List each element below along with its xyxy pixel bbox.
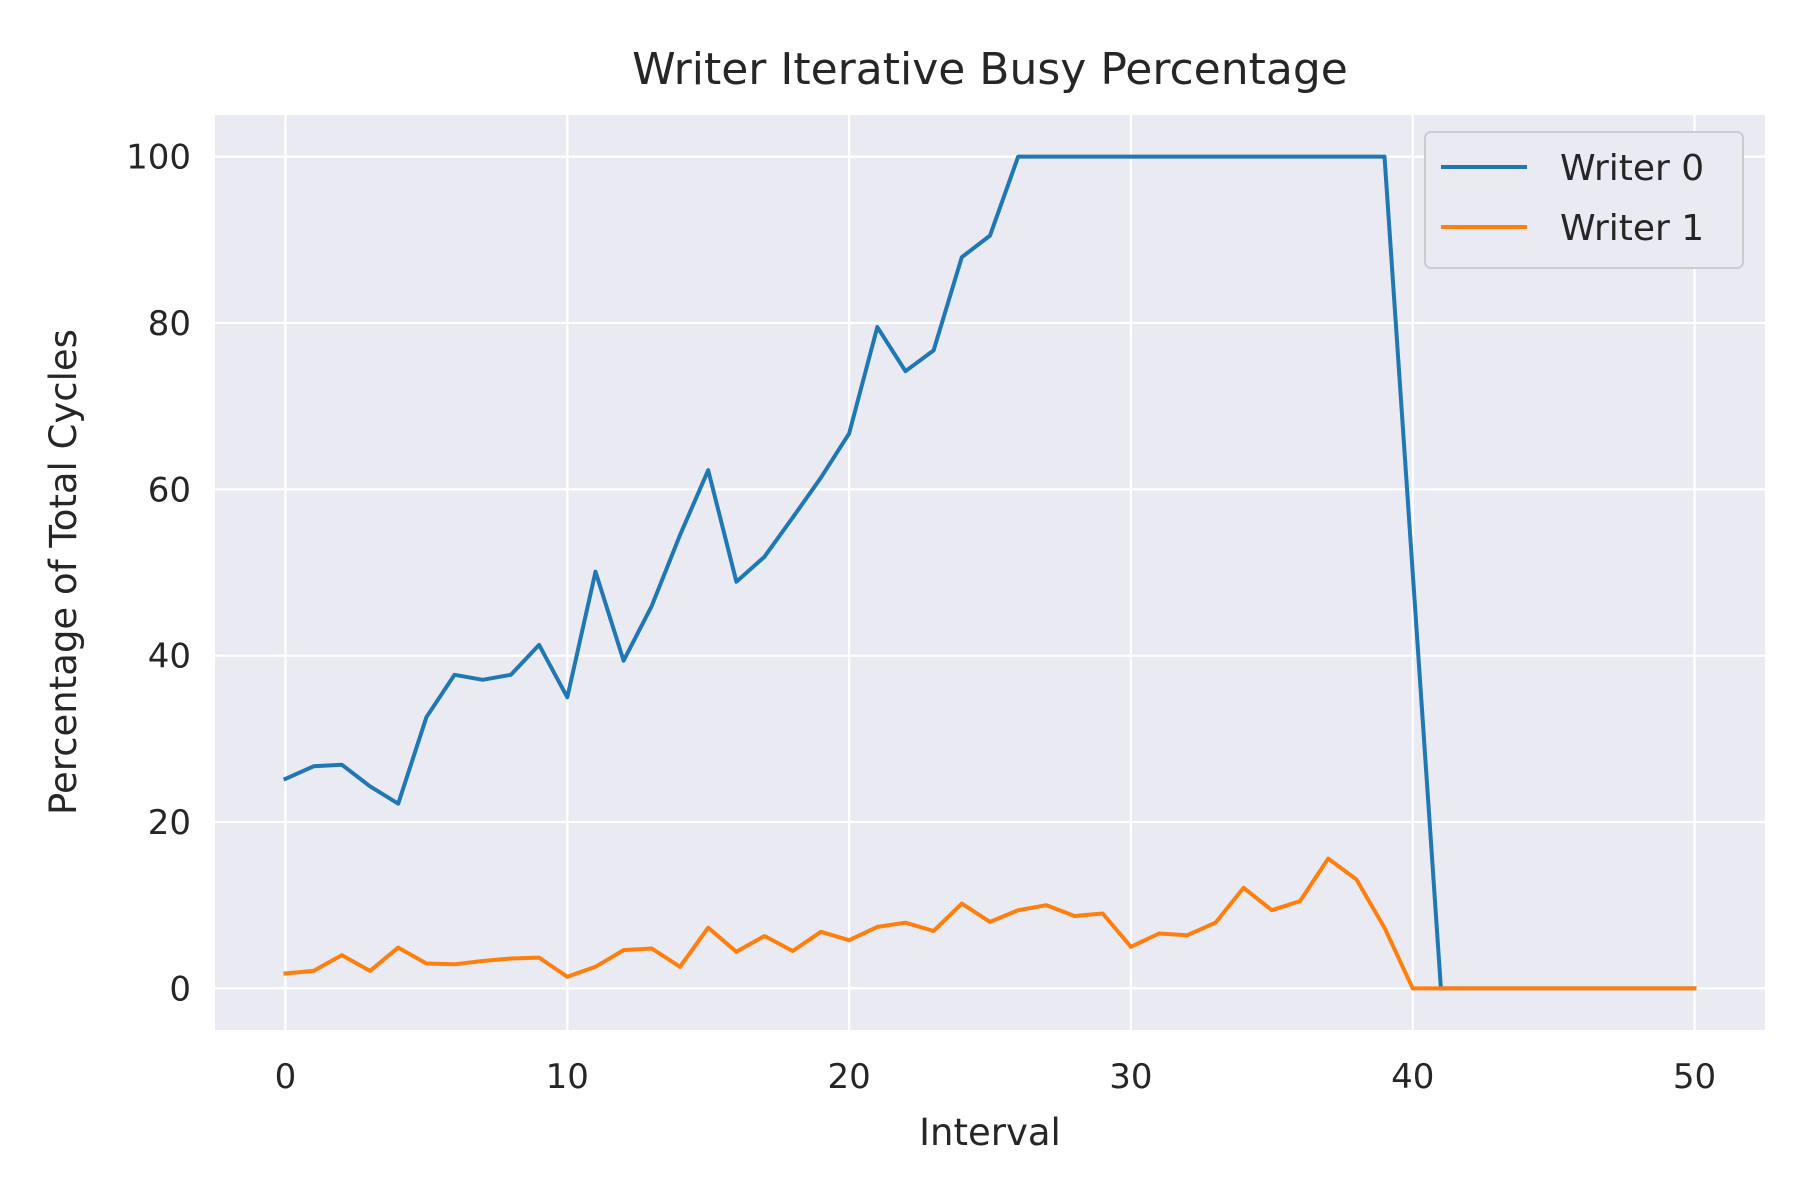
x-tick-label: 30 [1109, 1057, 1152, 1097]
legend-label-writer-1: Writer 1 [1560, 208, 1704, 249]
legend: Writer 0 Writer 1 [1424, 131, 1744, 269]
y-axis-label: Percentage of Total Cycles [42, 329, 85, 815]
y-tick-labels: 0 20 40 60 80 100 [126, 138, 191, 1010]
x-tick-labels: 0 10 20 30 40 50 [275, 1057, 1717, 1097]
series-line-writer-1 [283, 856, 1697, 991]
y-tick-label: 0 [169, 969, 191, 1009]
legend-label-writer-0: Writer 0 [1560, 148, 1704, 189]
y-tick-label: 20 [148, 803, 191, 843]
y-tick-label: 100 [126, 138, 191, 178]
chart-title: Writer Iterative Busy Percentage [632, 44, 1348, 95]
x-tick-label: 20 [827, 1057, 870, 1097]
y-tick-label: 80 [148, 304, 191, 344]
x-tick-label: 10 [546, 1057, 589, 1097]
data-series [282, 154, 1697, 991]
x-axis-label: Interval [919, 1111, 1061, 1154]
y-tick-label: 40 [148, 637, 191, 677]
x-tick-label: 0 [275, 1057, 297, 1097]
x-tick-label: 50 [1673, 1057, 1716, 1097]
y-tick-label: 60 [148, 470, 191, 510]
x-tick-label: 40 [1391, 1057, 1434, 1097]
